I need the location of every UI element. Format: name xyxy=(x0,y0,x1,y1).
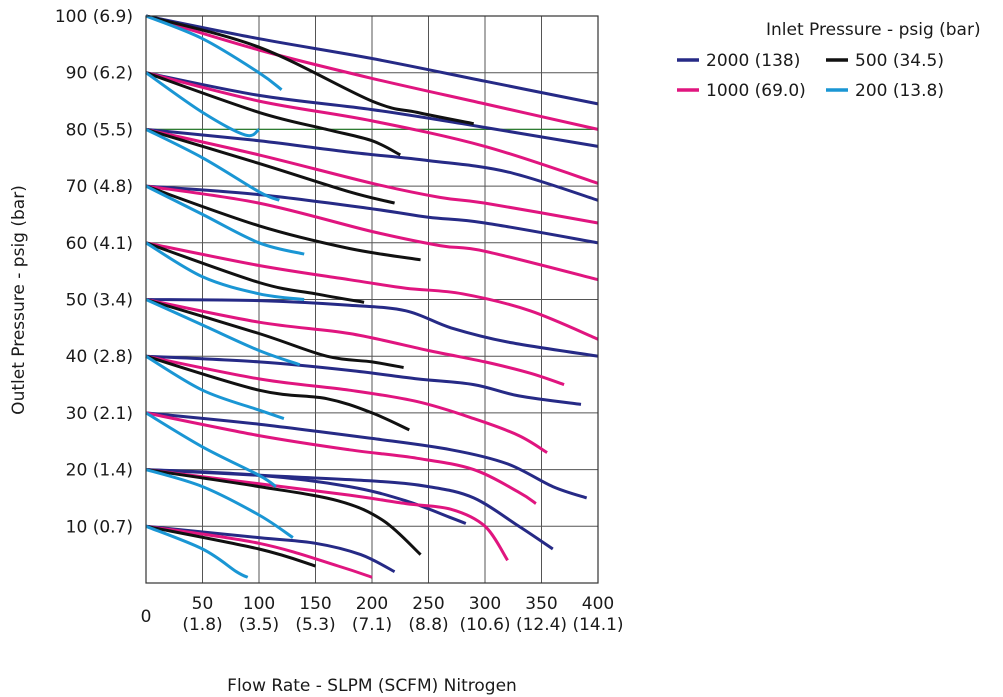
series-1-curve-6 xyxy=(145,354,548,454)
x-tick-label-2: 100 xyxy=(243,594,275,614)
series-0-curve-2 xyxy=(145,127,599,202)
series-2-curve-0 xyxy=(145,14,474,126)
series-3-curve-0 xyxy=(145,14,283,91)
x-tick-sublabel-2: (3.5) xyxy=(239,615,279,635)
legend-label-2: 1000 (69.0) xyxy=(706,81,806,101)
series-0-curve-4 xyxy=(145,298,599,358)
y-tick-label-4: 50 (3.4) xyxy=(66,291,133,311)
series-1-curve-5 xyxy=(145,298,565,387)
plot-frame xyxy=(145,15,599,584)
legend-label-1: 500 (34.5) xyxy=(855,51,944,71)
axes xyxy=(145,15,599,584)
series-3-curve-6 xyxy=(145,354,285,421)
x-tick-label-6: 300 xyxy=(469,594,501,614)
legend-label-3: 200 (13.8) xyxy=(855,81,944,101)
series-2-curve-8 xyxy=(145,524,316,568)
series-3-curve-7 xyxy=(145,411,277,488)
series-3-curve-9 xyxy=(145,524,249,579)
y-tick-label-2: 30 (2.1) xyxy=(66,404,133,424)
series-0-curve-8 xyxy=(145,468,467,525)
series-1-curve-0 xyxy=(145,14,599,131)
series-1-curve-4 xyxy=(145,241,599,341)
series-2-curve-3 xyxy=(145,184,421,262)
y-tick-labels: 10 (0.7) 20 (1.4) 30 (2.1) 40 (2.8) 50 (3.4)… xyxy=(55,7,133,537)
y-tick-label-6: 70 (4.8) xyxy=(66,177,133,197)
series-3-curve-3 xyxy=(145,184,305,256)
x-tick-label-5: 250 xyxy=(412,594,444,614)
y-tick-label-0: 10 (0.7) xyxy=(66,517,133,537)
y-tick-label-8: 90 (6.2) xyxy=(66,64,133,84)
x-tick-sublabel-8: (14.1) xyxy=(572,615,623,635)
series-2-curve-6 xyxy=(145,354,410,432)
series-3-curve-5 xyxy=(145,298,301,367)
legend: Inlet Pressure - psig (bar) 2000 (138) 50… xyxy=(677,20,981,101)
y-tick-label-7: 80 (5.5) xyxy=(66,120,133,140)
x-tick-label-7: 350 xyxy=(525,594,557,614)
x-tick-labels: 0 50(1.8) 100(3.5) 150(5.3) 200(7.1) 250(8.8)… xyxy=(141,594,624,635)
series-0-curve-6 xyxy=(145,411,588,500)
legend-label-0: 2000 (138) xyxy=(706,51,800,71)
series-2-curve-2 xyxy=(145,127,395,205)
x-tick-label-0: 0 xyxy=(141,607,152,627)
series-2-curve-5 xyxy=(145,298,404,369)
x-tick-label-4: 200 xyxy=(356,594,388,614)
series-3-curve-4 xyxy=(145,241,305,301)
legend-title: Inlet Pressure - psig (bar) xyxy=(766,20,981,40)
x-tick-sublabel-3: (5.3) xyxy=(295,615,335,635)
x-tick-sublabel-1: (1.8) xyxy=(182,615,222,635)
series-1-curve-9 xyxy=(145,524,373,579)
y-tick-label-1: 20 (1.4) xyxy=(66,461,133,481)
series-2-curve-4 xyxy=(145,241,365,304)
series-0-curve-9 xyxy=(145,524,396,574)
y-axis-title: Outlet Pressure - psig (bar) xyxy=(9,185,29,415)
x-tick-label-3: 150 xyxy=(299,594,331,614)
series-1-curve-1 xyxy=(145,71,599,185)
series-0-curve-1 xyxy=(145,71,599,148)
series-1-curve-3 xyxy=(145,184,599,282)
y-tick-label-9: 100 (6.9) xyxy=(55,7,133,27)
series-1-curve-2 xyxy=(145,127,599,225)
x-tick-sublabel-7: (12.4) xyxy=(516,615,567,635)
series-2-curve-7 xyxy=(145,468,422,556)
series-2-curve-1 xyxy=(145,71,401,157)
series-0-curve-5 xyxy=(145,354,582,406)
x-tick-label-8: 400 xyxy=(582,594,614,614)
x-tick-sublabel-5: (8.8) xyxy=(408,615,448,635)
y-tick-label-5: 60 (4.1) xyxy=(66,234,133,254)
series-1-curve-7 xyxy=(145,411,537,505)
x-tick-sublabel-4: (7.1) xyxy=(352,615,392,635)
y-tick-label-3: 40 (2.8) xyxy=(66,347,133,367)
series-1-curve-8 xyxy=(145,468,509,562)
series-0-curve-3 xyxy=(145,184,599,245)
x-tick-sublabel-6: (10.6) xyxy=(459,615,510,635)
x-axis-title: Flow Rate - SLPM (SCFM) Nitrogen xyxy=(227,676,517,696)
x-tick-label-1: 50 xyxy=(192,594,214,614)
series-curves xyxy=(145,14,599,579)
series-0-curve-0 xyxy=(145,14,599,106)
series-3-curve-1 xyxy=(145,71,260,138)
series-3-curve-2 xyxy=(145,128,280,202)
series-3-curve-8 xyxy=(145,468,294,539)
